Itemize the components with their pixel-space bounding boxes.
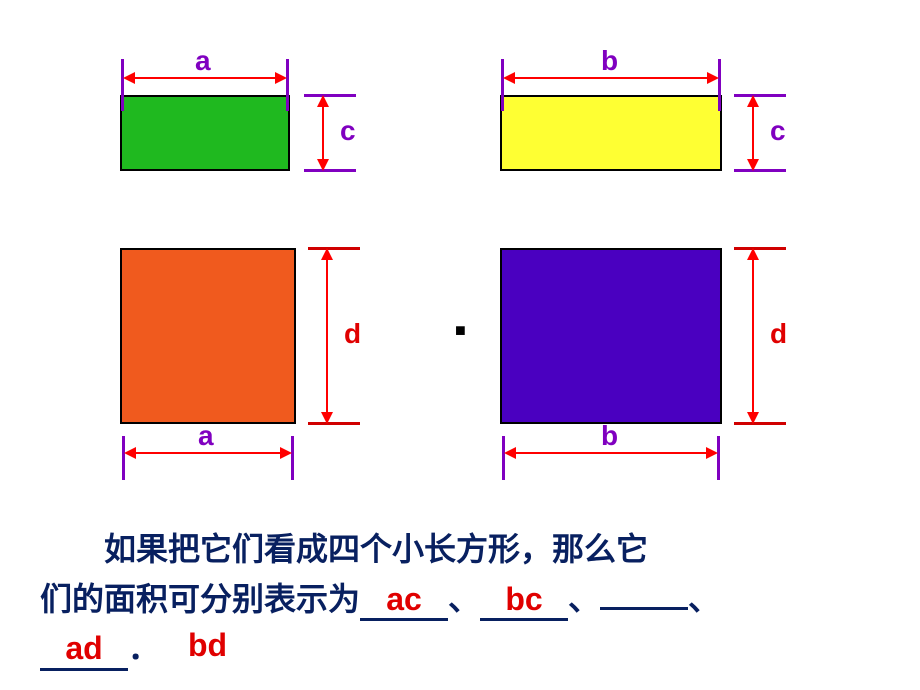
- rect-bc: [500, 95, 722, 171]
- arrow-line: [752, 258, 754, 414]
- tick: [734, 422, 786, 425]
- sep-2: 、: [568, 581, 600, 617]
- arrow-head: [706, 447, 718, 459]
- rect-bd-width-label: b: [601, 420, 618, 452]
- arrow-head: [747, 95, 759, 107]
- arrow-head: [317, 159, 329, 171]
- arrow-line: [134, 452, 282, 454]
- arrow-line: [326, 258, 328, 414]
- arrow-line: [752, 105, 754, 161]
- blank-3: [600, 607, 688, 610]
- arrow-head: [747, 412, 759, 424]
- tick: [304, 94, 356, 97]
- tick: [304, 169, 356, 172]
- arrow-head: [275, 72, 287, 84]
- arrow-line: [322, 105, 324, 161]
- blank-2: bc: [480, 580, 568, 621]
- arrow-head: [707, 72, 719, 84]
- tick: [121, 59, 124, 111]
- blank-4: ad: [40, 629, 128, 670]
- rect-bd-height-label: d: [770, 318, 787, 350]
- rect-ad: [120, 248, 296, 424]
- tick: [308, 422, 360, 425]
- arrow-head: [504, 447, 516, 459]
- rect-bc-height-label: c: [770, 115, 786, 147]
- rect-ac-width-label: a: [195, 45, 211, 77]
- rect-ad-height-label: d: [344, 318, 361, 350]
- rect-ac-height-label: c: [340, 115, 356, 147]
- tick: [286, 59, 289, 111]
- arrow-line: [133, 77, 277, 79]
- blank-1: ac: [360, 580, 448, 621]
- arrow-head: [317, 95, 329, 107]
- sep-1: 、: [448, 581, 480, 617]
- sep-3: 、: [688, 581, 720, 617]
- tick: [734, 247, 786, 250]
- rect-bc-width-label: b: [601, 45, 618, 77]
- extra-answer-bd: bd: [188, 627, 227, 664]
- tick: [734, 169, 786, 172]
- tick: [501, 59, 504, 111]
- arrow-head: [321, 248, 333, 260]
- q-line2: 们的面积可分别表示为: [40, 581, 360, 617]
- rect-ac: [120, 95, 290, 171]
- arrow-head: [123, 72, 135, 84]
- rect-ad-width-label: a: [198, 420, 214, 452]
- arrow-line: [513, 77, 709, 79]
- rect-bd: [500, 248, 722, 424]
- question-text: 如果把它们看成四个小长方形，那么它 们的面积可分别表示为ac、bc、、ad．: [40, 525, 900, 674]
- slide-center-dot: ■: [455, 320, 466, 341]
- arrow-line: [514, 452, 708, 454]
- tick: [308, 247, 360, 250]
- arrow-head: [280, 447, 292, 459]
- arrow-head: [321, 412, 333, 424]
- arrow-head: [503, 72, 515, 84]
- tick: [734, 94, 786, 97]
- arrow-head: [124, 447, 136, 459]
- arrow-head: [747, 248, 759, 260]
- period: ．: [128, 630, 160, 666]
- tick: [718, 59, 721, 111]
- arrow-head: [747, 159, 759, 171]
- q-line1: 如果把它们看成四个小长方形，那么它: [40, 531, 648, 567]
